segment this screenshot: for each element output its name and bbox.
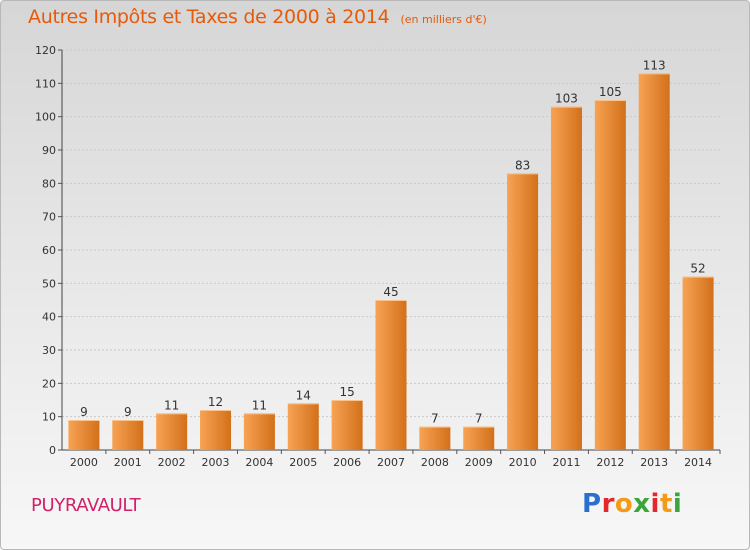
unit-label: (en milliers d'€) (400, 13, 487, 26)
data-label-2004: 11 (252, 398, 267, 412)
logo-letter: r (601, 489, 615, 519)
x-tick-label-2004: 2004 (245, 456, 273, 469)
y-tick-label: 10 (42, 411, 56, 424)
y-tick-label: 90 (42, 144, 56, 157)
logo-letter: i (672, 489, 683, 519)
data-label-2007: 45 (383, 285, 398, 299)
bar-2011 (550, 106, 582, 451)
data-label-2011: 103 (555, 92, 578, 106)
bar-2008 (419, 426, 451, 450)
x-tick-label-2001: 2001 (114, 456, 142, 469)
x-tick-label-2012: 2012 (596, 456, 624, 469)
y-tick-label: 30 (42, 344, 56, 357)
bar-2007 (375, 300, 407, 450)
logo-letter: o (614, 489, 634, 519)
bar-2005 (287, 403, 319, 450)
data-labels: 9 9 11 12 11 14 15 45 7 7 83 103 105 113 52 (80, 58, 706, 425)
y-tick-label: 60 (42, 244, 56, 257)
bar-2002 (156, 413, 188, 450)
bar-2004 (243, 413, 275, 450)
data-label-2005: 14 (296, 388, 311, 402)
data-label-2012: 105 (599, 85, 622, 99)
data-label-2013: 113 (643, 58, 666, 72)
chart-title: Autres Impôts et Taxes de 2000 à 2014 (28, 6, 390, 28)
data-label-2002: 11 (164, 398, 179, 412)
x-tick-labels: 2000 2001 2002 2003 2004 2005 2006 2007 2008 2009… (70, 456, 712, 469)
data-label-2006: 15 (339, 385, 354, 399)
data-label-2010: 83 (515, 158, 530, 172)
x-tick-label-2010: 2010 (509, 456, 537, 469)
bar-2013 (638, 73, 670, 450)
y-tick-label: 120 (35, 44, 56, 57)
y-tick-label: 70 (42, 211, 56, 224)
y-tick-label: 80 (42, 177, 56, 190)
y-tick-label: 20 (42, 377, 56, 390)
bar-2003 (200, 410, 232, 450)
y-tick-label: 40 (42, 311, 56, 324)
chart-title-block: Autres Impôts et Taxes de 2000 à 2014 (e… (28, 6, 487, 28)
logo-letter: P (582, 489, 602, 519)
x-tick-label-2000: 2000 (70, 456, 98, 469)
data-label-2001: 9 (124, 405, 132, 419)
x-tick-label-2002: 2002 (158, 456, 186, 469)
y-tick-label: 50 (42, 277, 56, 290)
bar-2014 (682, 276, 714, 450)
bar-2012 (594, 100, 626, 450)
bar-2000 (68, 420, 100, 450)
data-label-2009: 7 (475, 412, 483, 426)
x-tick-label-2006: 2006 (333, 456, 361, 469)
bars (68, 73, 714, 451)
x-tick-label-2007: 2007 (377, 456, 405, 469)
bar-2001 (112, 420, 144, 450)
y-tick-label: 110 (35, 77, 56, 90)
data-label-2014: 52 (690, 262, 705, 276)
y-tick-labels: 0 10 20 30 40 50 60 70 80 90 100 110 120 (35, 44, 56, 457)
x-tick-label-2008: 2008 (421, 456, 449, 469)
data-label-2008: 7 (431, 412, 439, 426)
proxiti-logo: Proxiti (582, 489, 682, 519)
commune-name: PUYRAVAULT (31, 495, 141, 516)
y-tick-label: 0 (49, 444, 56, 457)
bar-2010 (507, 173, 539, 451)
x-tick-label-2005: 2005 (289, 456, 317, 469)
x-tick-label-2011: 2011 (552, 456, 580, 469)
x-tick-label-2003: 2003 (202, 456, 230, 469)
logo-letter: t (659, 489, 673, 519)
data-label-2000: 9 (80, 405, 88, 419)
bar-2009 (463, 426, 495, 450)
bar-2006 (331, 400, 363, 450)
logo-letter: x (633, 489, 651, 519)
y-tick-label: 100 (35, 111, 56, 124)
data-label-2003: 12 (208, 395, 223, 409)
x-tick-label-2014: 2014 (684, 456, 712, 469)
logo-letter: i (650, 489, 660, 519)
x-tick-label-2013: 2013 (640, 456, 668, 469)
x-tick-label-2009: 2009 (465, 456, 493, 469)
